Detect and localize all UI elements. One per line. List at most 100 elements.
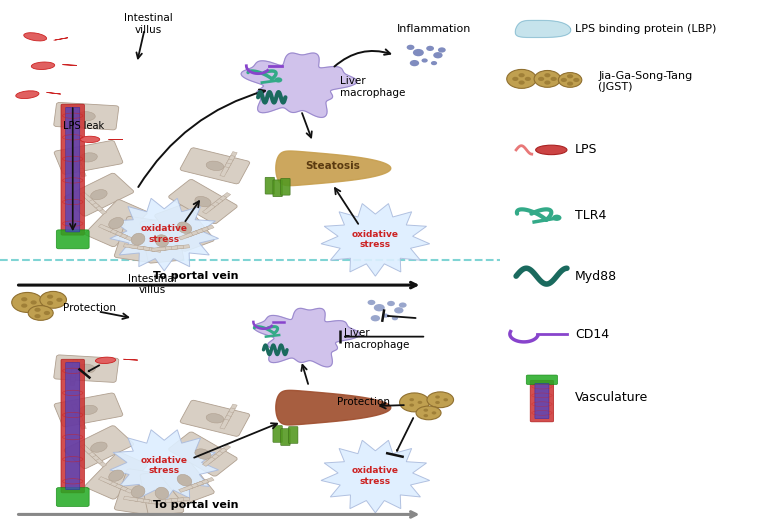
Ellipse shape bbox=[31, 62, 55, 69]
Circle shape bbox=[392, 316, 398, 320]
FancyBboxPatch shape bbox=[61, 359, 84, 493]
Bar bbox=[88, 198, 99, 208]
Ellipse shape bbox=[155, 235, 169, 247]
Bar bbox=[70, 123, 76, 133]
Circle shape bbox=[56, 298, 63, 302]
Circle shape bbox=[44, 311, 50, 315]
FancyBboxPatch shape bbox=[180, 400, 249, 437]
Bar bbox=[118, 233, 133, 241]
FancyBboxPatch shape bbox=[169, 179, 237, 224]
Bar bbox=[72, 404, 80, 414]
Circle shape bbox=[387, 301, 395, 306]
Text: Liver
macrophage: Liver macrophage bbox=[344, 328, 410, 350]
Bar bbox=[141, 499, 156, 504]
Bar bbox=[189, 229, 203, 236]
Circle shape bbox=[410, 398, 414, 401]
Ellipse shape bbox=[178, 222, 192, 234]
Text: Inflammation: Inflammation bbox=[396, 24, 472, 34]
Ellipse shape bbox=[95, 357, 116, 363]
Circle shape bbox=[21, 304, 27, 308]
Text: oxidative
stress: oxidative stress bbox=[141, 225, 188, 244]
Bar bbox=[203, 205, 215, 214]
Bar bbox=[222, 416, 231, 426]
Polygon shape bbox=[253, 308, 360, 367]
Ellipse shape bbox=[507, 69, 536, 88]
Bar bbox=[152, 247, 166, 251]
Bar bbox=[84, 448, 96, 457]
Circle shape bbox=[34, 308, 41, 312]
Circle shape bbox=[518, 80, 525, 85]
FancyBboxPatch shape bbox=[281, 429, 290, 446]
Bar bbox=[103, 479, 118, 487]
Ellipse shape bbox=[416, 406, 441, 420]
Polygon shape bbox=[241, 53, 357, 117]
Bar bbox=[203, 457, 215, 467]
Circle shape bbox=[410, 60, 419, 66]
FancyBboxPatch shape bbox=[54, 103, 119, 130]
Polygon shape bbox=[110, 198, 218, 271]
Bar bbox=[99, 224, 113, 232]
Bar bbox=[71, 364, 77, 373]
Ellipse shape bbox=[80, 405, 97, 414]
Circle shape bbox=[409, 403, 414, 407]
Circle shape bbox=[567, 82, 573, 86]
Bar bbox=[72, 107, 77, 117]
FancyBboxPatch shape bbox=[54, 355, 119, 382]
Bar bbox=[91, 454, 103, 463]
Bar bbox=[74, 155, 81, 165]
FancyBboxPatch shape bbox=[85, 200, 147, 247]
Bar bbox=[71, 368, 77, 378]
Bar bbox=[70, 376, 76, 386]
Circle shape bbox=[47, 301, 53, 305]
Polygon shape bbox=[276, 151, 391, 186]
Polygon shape bbox=[515, 21, 571, 37]
Text: Vasculature: Vasculature bbox=[575, 391, 648, 403]
Ellipse shape bbox=[427, 392, 454, 408]
Ellipse shape bbox=[23, 33, 47, 41]
FancyBboxPatch shape bbox=[64, 426, 134, 469]
FancyBboxPatch shape bbox=[140, 471, 184, 515]
Circle shape bbox=[47, 295, 53, 299]
Text: Jia-Ga-Song-Tang
(JGST): Jia-Ga-Song-Tang (JGST) bbox=[598, 70, 693, 93]
Bar bbox=[163, 498, 178, 503]
Bar bbox=[72, 360, 77, 370]
Ellipse shape bbox=[91, 442, 107, 452]
Bar bbox=[214, 196, 227, 205]
Bar bbox=[194, 479, 209, 487]
Ellipse shape bbox=[28, 306, 53, 320]
Bar bbox=[71, 112, 77, 121]
Bar bbox=[224, 412, 233, 421]
Bar bbox=[175, 245, 189, 249]
FancyBboxPatch shape bbox=[155, 204, 214, 251]
Circle shape bbox=[368, 300, 375, 305]
Polygon shape bbox=[110, 430, 218, 502]
Bar bbox=[84, 195, 96, 205]
Bar bbox=[199, 225, 214, 232]
Bar bbox=[141, 246, 156, 251]
FancyBboxPatch shape bbox=[56, 230, 89, 249]
Text: TLR4: TLR4 bbox=[575, 209, 606, 222]
Circle shape bbox=[438, 47, 446, 53]
Bar bbox=[95, 205, 106, 215]
Bar bbox=[228, 151, 237, 161]
Ellipse shape bbox=[558, 73, 582, 87]
Bar bbox=[70, 119, 77, 129]
Text: To portal vein: To portal vein bbox=[152, 500, 239, 510]
Circle shape bbox=[551, 77, 557, 81]
Bar bbox=[75, 412, 83, 421]
Polygon shape bbox=[321, 440, 429, 513]
FancyBboxPatch shape bbox=[66, 362, 80, 490]
Bar bbox=[103, 226, 118, 234]
Bar bbox=[81, 192, 92, 201]
Bar bbox=[71, 115, 77, 125]
Circle shape bbox=[424, 414, 429, 417]
Ellipse shape bbox=[91, 189, 107, 200]
Circle shape bbox=[418, 401, 422, 404]
Bar bbox=[135, 498, 150, 503]
Circle shape bbox=[538, 77, 544, 81]
Ellipse shape bbox=[195, 449, 211, 459]
Circle shape bbox=[374, 304, 385, 311]
Circle shape bbox=[544, 73, 551, 77]
Bar bbox=[169, 245, 184, 250]
FancyBboxPatch shape bbox=[265, 177, 274, 194]
